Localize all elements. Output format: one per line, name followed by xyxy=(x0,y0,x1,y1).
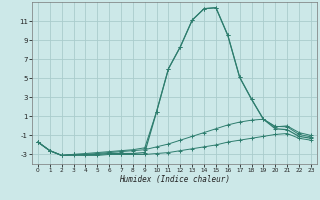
X-axis label: Humidex (Indice chaleur): Humidex (Indice chaleur) xyxy=(119,175,230,184)
